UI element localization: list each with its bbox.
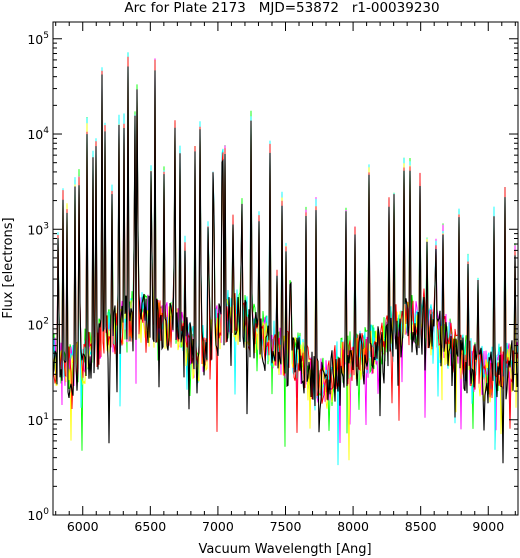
spectrum-traces bbox=[53, 52, 518, 466]
y-tick-label: 104 bbox=[27, 126, 49, 142]
y-tick-label: 102 bbox=[27, 317, 49, 333]
y-tick-label: 101 bbox=[27, 412, 49, 428]
x-tick-label: 7500 bbox=[270, 519, 302, 534]
y-tick-label: 105 bbox=[27, 31, 49, 47]
y-axis-ticks: 100 101 102 103 104 105 bbox=[27, 31, 518, 523]
y-tick-label: 103 bbox=[27, 221, 49, 237]
x-axis-ticks: 6000 6500 7000 7500 8000 8500 9000 bbox=[55, 22, 516, 534]
x-tick-label: 8500 bbox=[405, 519, 437, 534]
spectrum-trace-0 bbox=[53, 66, 518, 464]
x-axis-label: Vacuum Wavelength [Ang] bbox=[198, 542, 371, 557]
y-axis-label: Flux [electrons] bbox=[1, 217, 16, 318]
x-tick-label: 7000 bbox=[202, 519, 234, 534]
x-tick-label: 9000 bbox=[472, 519, 504, 534]
x-tick-label: 6000 bbox=[67, 519, 99, 534]
y-tick-label: 100 bbox=[27, 507, 49, 523]
chart-title: Arc for Plate 2173 MJD=53872 r1-00039230 bbox=[124, 0, 439, 16]
x-tick-label: 6500 bbox=[134, 519, 166, 534]
x-tick-label: 8000 bbox=[337, 519, 369, 534]
